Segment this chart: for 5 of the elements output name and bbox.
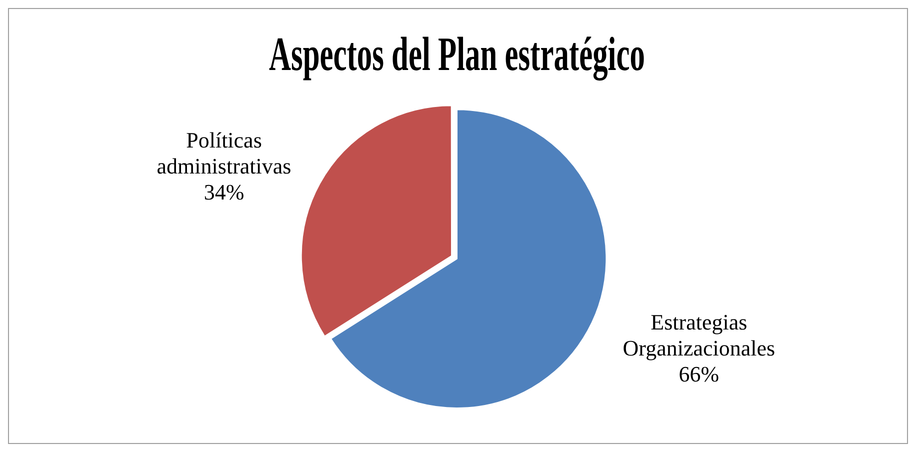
slice-label: Estrategias Organizacionales bbox=[622, 310, 776, 361]
chart-title: Aspectos del Plan estratégico bbox=[269, 27, 645, 81]
data-label: 34% bbox=[204, 179, 244, 204]
slice-label: Políticas administrativas bbox=[156, 127, 292, 178]
data-label: 66% bbox=[678, 362, 720, 387]
